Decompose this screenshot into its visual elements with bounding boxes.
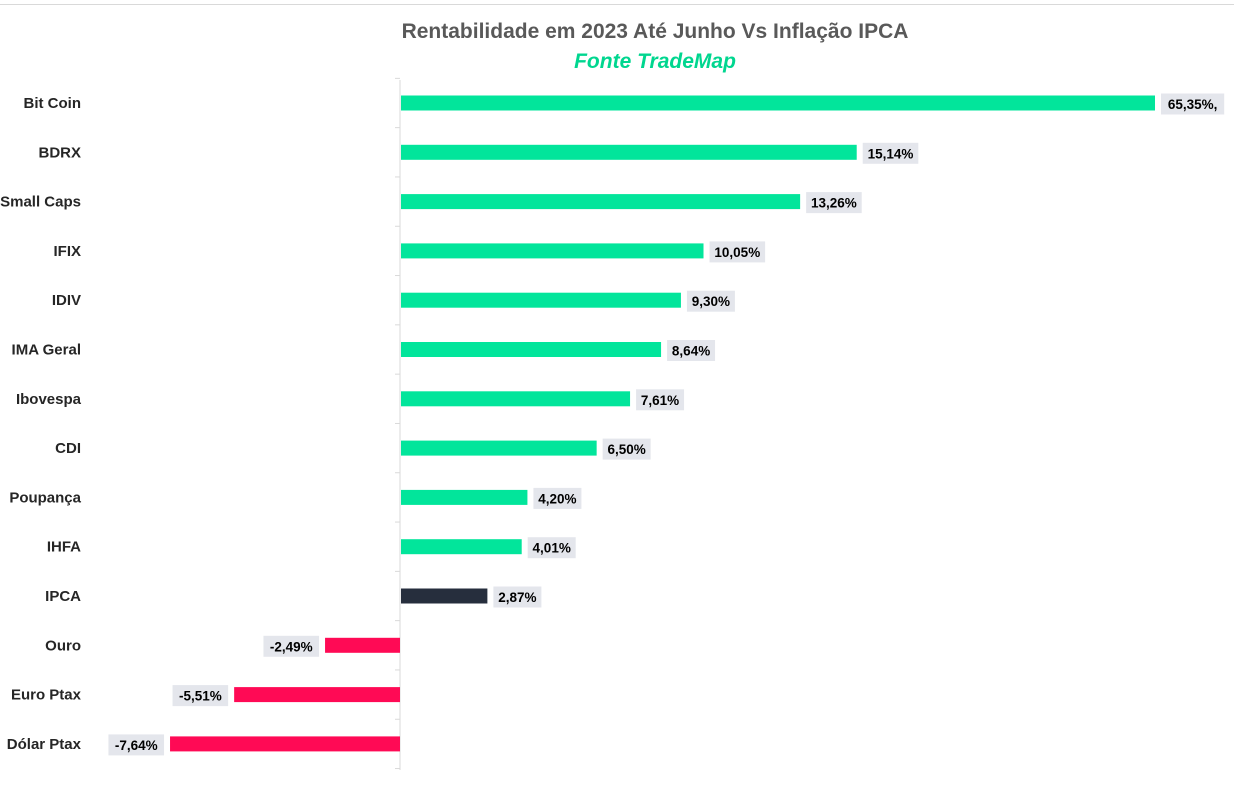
data-label-background [667, 340, 716, 361]
data-label-background [533, 487, 582, 509]
data-label: -5,51% [179, 689, 222, 704]
data-label: 6,50% [608, 442, 646, 457]
bar [401, 292, 681, 308]
data-label: 10,05% [714, 245, 760, 260]
category-label: Euro Ptax [11, 687, 82, 704]
data-label: 13,26% [811, 196, 857, 211]
category-label: Ouro [45, 637, 81, 654]
data-label: 2,87% [498, 590, 536, 605]
data-label-background [862, 142, 919, 164]
bar [401, 539, 522, 555]
category-label: IHFA [47, 539, 81, 556]
data-label-background [527, 537, 576, 559]
data-label-background [172, 685, 229, 707]
bar [401, 440, 597, 456]
data-label-background [686, 290, 735, 312]
category-label: CDI [55, 440, 81, 457]
category-label: Poupança [9, 489, 81, 506]
bar [401, 194, 801, 210]
bar [401, 391, 631, 407]
category-label: Dólar Ptax [7, 736, 82, 753]
category-label: IPCA [45, 588, 81, 605]
data-label: 15,14% [868, 146, 914, 161]
category-label: IMA Geral [12, 342, 81, 359]
bar [401, 95, 1155, 111]
data-label-background [1161, 93, 1225, 115]
category-label: IFIX [53, 243, 81, 260]
category-label: Small Caps [0, 194, 81, 211]
bar [401, 489, 528, 505]
bar [401, 243, 704, 259]
top-border-line [0, 4, 1234, 5]
data-label: 4,01% [533, 541, 571, 556]
data-label: 9,30% [692, 294, 730, 309]
data-label-background [709, 241, 766, 263]
data-label: -7,64% [115, 738, 158, 753]
bar [401, 144, 857, 160]
bar [401, 588, 488, 604]
data-label: 7,61% [641, 393, 679, 408]
bar [170, 736, 400, 752]
bar [325, 637, 400, 653]
category-label: Bit Coin [24, 95, 82, 112]
data-label: -2,49% [270, 639, 313, 654]
data-label-background [806, 192, 862, 214]
bar [401, 342, 662, 357]
chart-subtitle: Fonte TradeMap [574, 50, 736, 73]
chart-title: Rentabilidade em 2023 Até Junho Vs Infla… [401, 20, 909, 43]
data-label-background [602, 438, 651, 460]
data-label-background [263, 635, 320, 657]
data-label-background [108, 734, 165, 756]
category-label: Ibovespa [16, 391, 82, 408]
category-label: IDIV [52, 292, 81, 309]
data-label: 8,64% [672, 344, 710, 359]
data-label: 65,35%, [1168, 97, 1218, 112]
category-label: BDRX [38, 144, 81, 161]
data-label-background [636, 389, 685, 411]
data-label-background [493, 586, 542, 608]
data-label: 4,20% [538, 491, 576, 506]
bar [234, 687, 400, 703]
